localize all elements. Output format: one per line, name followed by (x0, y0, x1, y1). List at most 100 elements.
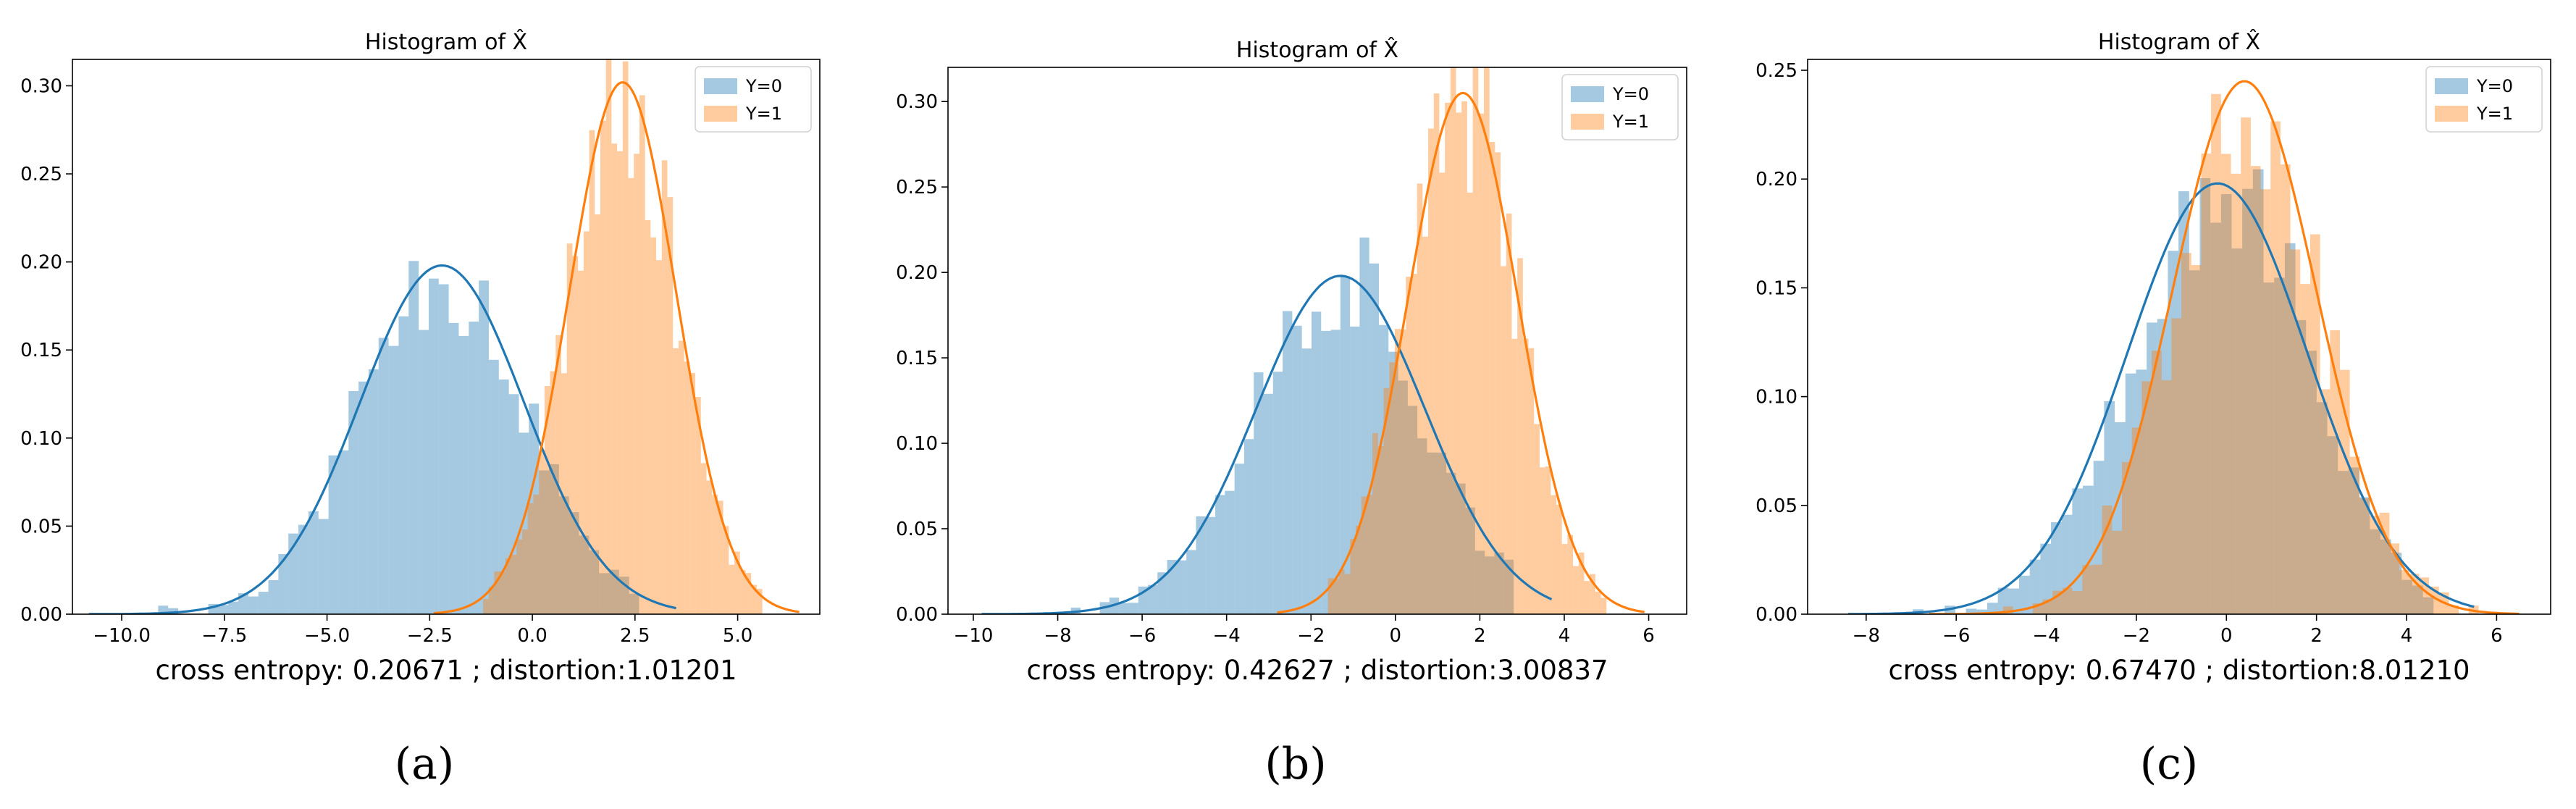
hist-bar-y1 (1584, 581, 1590, 614)
hist-bar-y0 (1215, 495, 1225, 614)
hist-bar-y0 (1157, 572, 1167, 614)
hist-bar-y0 (1465, 507, 1475, 614)
hist-bar-y1 (527, 503, 534, 614)
hist-bar-y0 (2422, 597, 2434, 614)
hist-bar-y1 (600, 120, 606, 614)
y-tick-label: 0.10 (1755, 387, 1797, 408)
hist-bar-y0 (2093, 461, 2105, 614)
hist-bar-y1 (555, 335, 561, 614)
hist-bar-y1 (645, 220, 651, 614)
hist-bar-y1 (1595, 591, 1601, 614)
hist-bar-y0 (288, 533, 299, 614)
hist-bar-y0 (479, 280, 489, 614)
hist-bar-y1 (656, 260, 662, 614)
hist-bar-y1 (1394, 329, 1401, 614)
hist-bar-y1 (634, 154, 639, 614)
hist-bar-y0 (258, 592, 269, 614)
hist-bar-y0 (2210, 222, 2221, 614)
hist-bar-y1 (639, 95, 645, 614)
hist-bar-y0 (498, 379, 509, 614)
hist-bar-y0 (1311, 311, 1322, 614)
hist-bar-y0 (1485, 556, 1495, 614)
hist-bar-y1 (2181, 253, 2191, 614)
hist-bar-y0 (2051, 521, 2062, 614)
hist-bar-y0 (2359, 497, 2370, 614)
y-tick-label: 0.25 (1755, 60, 1797, 82)
hist-bar-y1 (723, 526, 729, 614)
chart-title: Histogram of X̂ (2098, 29, 2260, 55)
hist-bar-y0 (2231, 248, 2243, 614)
plot-area (981, 67, 1645, 614)
chart-title: Histogram of X̂ (365, 29, 527, 55)
kde-line-y0 (981, 274, 1553, 614)
hist-bar-y0 (2348, 467, 2359, 614)
hist-bar-y0 (238, 593, 248, 614)
hist-bar-y1 (1483, 67, 1490, 614)
hist-bar-y0 (278, 553, 289, 614)
hist-bar-y1 (1333, 579, 1339, 614)
hist-bar-y0 (2189, 270, 2200, 614)
hist-bar-y1 (1467, 192, 1473, 614)
hist-bar-y1 (1383, 387, 1390, 614)
chart-caption: cross entropy: 0.67470 ; distortion:8.01… (1888, 655, 2470, 686)
y-tick-label: 0.00 (20, 604, 62, 626)
y-tick-label: 0.05 (20, 516, 62, 537)
hist-bar-y1 (533, 494, 540, 614)
hist-bar-y1 (1327, 578, 1334, 614)
hist-bar-y1 (605, 59, 612, 614)
hist-bar-y0 (2370, 529, 2380, 614)
hist-bar-y1 (1528, 348, 1535, 614)
hist-bar-y1 (2290, 249, 2301, 614)
hist-bar-y1 (2201, 154, 2212, 614)
kde-line-y0 (88, 264, 676, 614)
x-tick-label: −6 (1128, 625, 1156, 647)
hist-bar-y1 (2280, 164, 2291, 614)
chart-panel-3: −8 −6 −4 −2 0 2 4 6 0.00 0.05 0.10 0.15 0.20 0.25 Hist… (1755, 29, 2551, 789)
hist-bar-y1 (2152, 351, 2162, 614)
hist-bar-y1 (1433, 93, 1440, 614)
hist-bar-y0 (2284, 243, 2296, 614)
hist-bar-y1 (1517, 258, 1523, 614)
hist-bar-y1 (583, 231, 590, 614)
hist-bar-y1 (717, 500, 723, 614)
y-tick-label: 0.10 (20, 428, 62, 450)
hist-bar-y1 (1478, 113, 1484, 614)
hist-bar-y0 (2072, 488, 2084, 614)
hist-bar-y1 (2161, 380, 2172, 614)
hist-bar-y1 (566, 243, 573, 614)
hist-bar-y0 (358, 381, 369, 614)
hist-bar-y0 (2157, 319, 2168, 614)
hist-bar-y1 (1350, 539, 1356, 614)
kde-line-y1 (1277, 91, 1645, 614)
hist-bar-y0 (2220, 193, 2232, 614)
hist-bar-y0 (228, 601, 239, 614)
hist-bar-y0 (2125, 373, 2136, 614)
hist-bar-y0 (2295, 319, 2307, 614)
hist-bar-y0 (1176, 560, 1187, 614)
x-tick-label: 4 (1558, 625, 1571, 647)
y-tick-label: 0.15 (896, 348, 938, 369)
hist-bar-y0 (1205, 516, 1216, 614)
hist-bar-y1 (1600, 598, 1607, 614)
legend-swatch (2435, 106, 2468, 122)
hist-bar-y0 (2274, 277, 2285, 614)
hist-bar-y1 (2191, 264, 2202, 614)
hist-bar-y0 (419, 330, 429, 614)
x-tick-label: 6 (2491, 625, 2503, 647)
hist-bar-y0 (438, 284, 449, 614)
hist-bar-y0 (2040, 543, 2052, 614)
hist-bar-y0 (348, 390, 359, 614)
x-tick-label: −5.0 (304, 625, 350, 647)
hist-bar-y0 (408, 261, 419, 614)
hist-bar-y1 (1489, 141, 1495, 614)
legend-label: Y=1 (1612, 112, 1649, 132)
hist-bar-y0 (488, 359, 499, 614)
hist-bar-y0 (1446, 472, 1456, 614)
hist-bar-y1 (2082, 565, 2092, 614)
hist-bar-y0 (1283, 311, 1293, 614)
hist-bar-y1 (712, 495, 718, 614)
hist-bar-y0 (1997, 587, 2009, 614)
legend-label: Y=1 (745, 104, 782, 124)
hist-bar-y1 (706, 480, 713, 614)
kde-line-y0 (1847, 182, 2475, 614)
